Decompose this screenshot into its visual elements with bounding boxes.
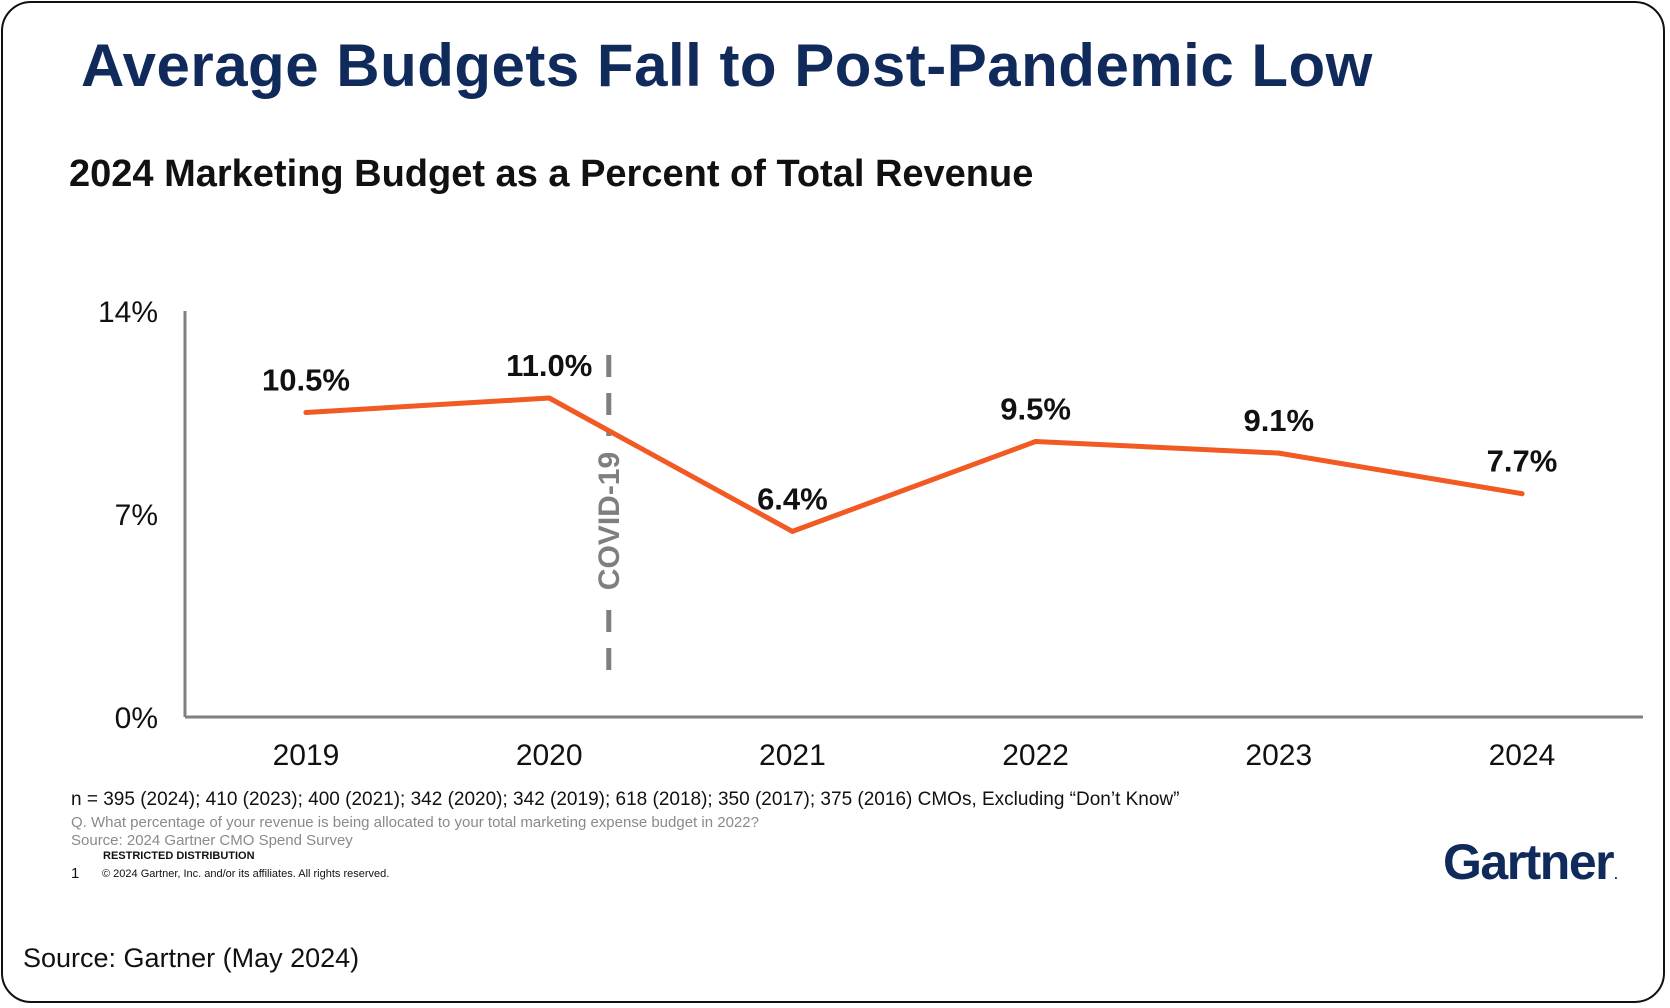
data-label: 6.4% [757, 481, 828, 516]
y-tick-label: 0% [115, 702, 158, 735]
restricted-distribution-label: RESTRICTED DISTRIBUTION [103, 850, 255, 862]
data-label: 9.5% [1000, 392, 1071, 427]
data-point [303, 410, 309, 415]
data-point [789, 528, 795, 534]
logo-mark: . [1614, 867, 1618, 882]
data-label: 7.7% [1487, 444, 1558, 479]
x-tick-label: 2021 [759, 739, 826, 772]
data-point [546, 395, 552, 401]
headline: Average Budgets Fall to Post-Pandemic Lo… [81, 32, 1373, 99]
copyright-note: © 2024 Gartner, Inc. and/or its affiliat… [102, 868, 390, 880]
data-label: 11.0% [506, 348, 592, 383]
image-caption: Source: Gartner (May 2024) [23, 943, 360, 973]
x-tick-label: 2020 [516, 739, 583, 772]
sample-size-note: n = 395 (2024); 410 (2023); 400 (2021); … [71, 789, 1180, 810]
covid-annotation-label: COVID-19 [593, 452, 626, 590]
logo-text: Gartner [1443, 834, 1615, 890]
page-number: 1 [71, 865, 80, 882]
gartner-logo: Gartner. [1443, 833, 1618, 891]
y-tick-label: 7% [115, 499, 158, 532]
data-point [1276, 450, 1282, 456]
x-tick-label: 2022 [1002, 739, 1069, 772]
data-label: 9.1% [1243, 403, 1314, 438]
survey-question-note: Q. What percentage of your revenue is be… [71, 814, 759, 831]
chart-title: 2024 Marketing Budget as a Percent of To… [69, 153, 1034, 195]
x-tick-label: 2023 [1245, 739, 1312, 772]
data-point [1033, 439, 1039, 444]
x-tick-label: 2024 [1489, 739, 1556, 772]
x-tick-label: 2019 [273, 739, 340, 772]
series-line [303, 395, 1525, 534]
survey-source-note: Source: 2024 Gartner CMO Spend Survey [71, 832, 353, 849]
footnotes: n = 395 (2024); 410 (2023); 400 (2021); … [71, 789, 1179, 849]
data-label: 10.5% [262, 363, 350, 398]
y-tick-label: 14% [98, 296, 158, 329]
line-chart: 0% 7% 14% 2019 2020 2021 2022 2023 2024 COVID-19 1… [98, 296, 1643, 772]
data-point [1519, 491, 1525, 497]
